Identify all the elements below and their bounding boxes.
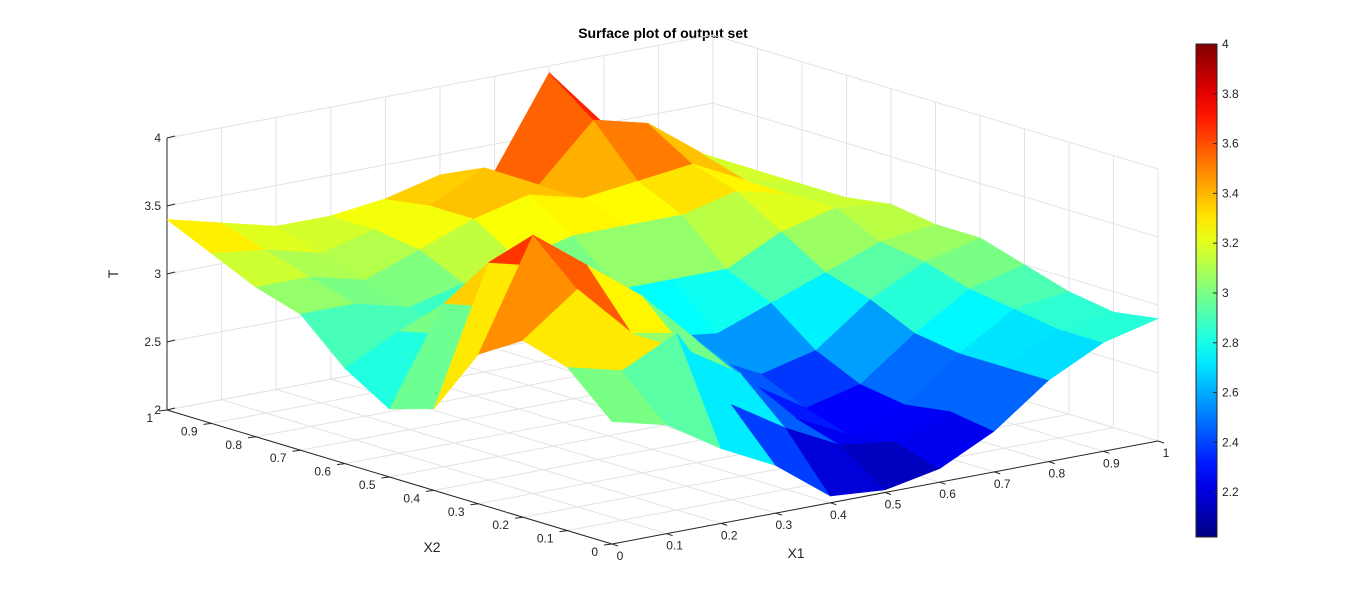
y-tick-label: 0.7 (270, 451, 287, 465)
back-wall-gridline-z (166, 102, 714, 207)
colorbar-tick-label: 3.4 (1222, 186, 1239, 200)
y-tick-mark (603, 543, 613, 546)
x-tick-label: 0.8 (1048, 467, 1065, 481)
x-tick-mark (611, 543, 619, 547)
x-tick-mark (721, 522, 728, 526)
x-tick-mark (884, 492, 892, 495)
colorbar-tick-label: 3 (1222, 286, 1229, 300)
z-tick-label: 2 (154, 403, 161, 417)
chart-title: Surface plot of output set (578, 25, 748, 41)
colorbar-gradient (1196, 44, 1217, 537)
colorbar-tick-label: 2.6 (1222, 386, 1239, 400)
y-tick-label: 1 (146, 411, 153, 425)
y-tick-mark (336, 463, 346, 466)
x-tick-label: 0 (617, 549, 624, 563)
y-axis-label: X2 (423, 539, 440, 555)
y-tick-label: 0.5 (359, 478, 376, 492)
surface-patches (166, 72, 1159, 497)
x-axis-label: X1 (787, 545, 804, 561)
z-axis-label: T (105, 269, 121, 278)
y-tick-mark (247, 436, 257, 439)
x-tick-label: 0.7 (994, 477, 1011, 491)
z-tick-mark (166, 339, 176, 343)
colorbar-tick-label: 2.2 (1222, 485, 1239, 499)
y-tick-label: 0.9 (181, 424, 198, 438)
z-tick-label: 3 (154, 267, 161, 281)
colorbar-tick-label: 2.8 (1222, 336, 1239, 350)
y-tick-label: 0.2 (492, 518, 509, 532)
colorbar-tick-label: 2.4 (1222, 435, 1239, 449)
colorbar-tick-label: 4 (1222, 37, 1229, 51)
y-tick-label: 0.3 (448, 505, 465, 519)
x-tick-label: 0.4 (830, 508, 847, 522)
y-tick-label: 0.4 (403, 491, 420, 505)
colorbar: 2.2 2.4 2.6 2.8 3 3.2 3.4 3.6 3.8 4 (1195, 37, 1239, 538)
x-tick-mark (666, 533, 673, 537)
colorbar-frame (1195, 43, 1218, 538)
y-tick-mark (203, 422, 212, 425)
y-tick-mark (559, 530, 568, 533)
right-wall-gridline-z (712, 34, 1159, 170)
z-tick-mark (166, 407, 176, 411)
x-tick-label: 0.1 (666, 539, 683, 553)
x-tick-label: 0.6 (939, 487, 956, 501)
y-tick-label: 0.6 (314, 465, 331, 479)
x-tick-mark (830, 502, 837, 506)
x-tick-label: 1 (1163, 446, 1170, 460)
z-tick-mark (166, 203, 176, 207)
y-tick-mark (514, 516, 524, 519)
x-tick-mark (1157, 440, 1165, 444)
right-wall-gridline-z (712, 102, 1159, 238)
z-tick-label: 3.5 (144, 199, 161, 213)
z-tick-label: 4 (154, 131, 161, 145)
y-tick-label: 0.8 (225, 438, 242, 452)
x-tick-label: 0.3 (775, 518, 792, 532)
colorbar-tick-label: 3.2 (1222, 236, 1239, 250)
z-tick-mark (166, 135, 176, 139)
x-tick-mark (939, 481, 946, 485)
x-tick-label: 0.9 (1103, 456, 1120, 470)
surface-patch (1058, 311, 1159, 343)
back-wall-gridline-z (166, 34, 714, 139)
x-tick-mark (1103, 450, 1110, 454)
y-tick-label: 0 (591, 545, 598, 559)
x-tick-mark (994, 471, 1001, 475)
z-tick-mark (166, 271, 176, 275)
y-tick-label: 0.1 (537, 532, 554, 546)
x-tick-mark (775, 512, 782, 516)
y-tick-mark (158, 409, 168, 412)
y-tick-mark (425, 489, 435, 492)
x-tick-label: 0.5 (885, 498, 902, 512)
colorbar-tick-label: 3.8 (1222, 87, 1239, 101)
y-tick-mark (470, 503, 479, 506)
z-tick-label: 2.5 (144, 335, 161, 349)
tick-labels: 0 0.1 0.2 0.3 0.4 0.5 0.6 0.7 0.8 0.9 1 0 0.1 0.2 0.3 0… (144, 131, 1169, 563)
y-tick-mark (381, 476, 390, 479)
y-tick-mark (292, 449, 301, 452)
x-tick-label: 0.2 (721, 528, 738, 542)
x-tick-mark (1048, 461, 1055, 465)
colorbar-tick-label: 3.6 (1222, 137, 1239, 151)
